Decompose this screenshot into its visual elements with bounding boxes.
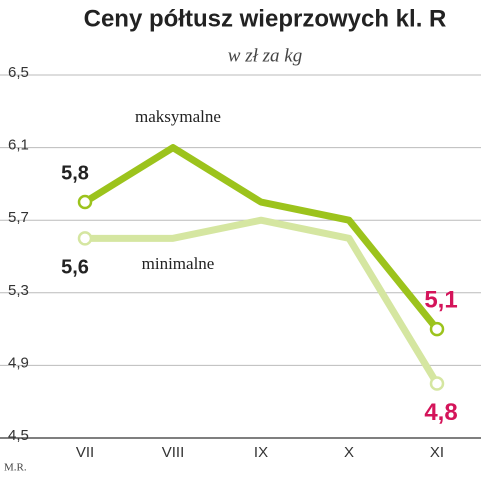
point-marker: [429, 321, 445, 337]
x-tick-label: IX: [254, 444, 268, 461]
y-tick-label: 5,7: [8, 209, 29, 226]
data-label: 5,8: [61, 162, 89, 184]
y-tick-label: 6,1: [8, 137, 29, 154]
series-label: minimalne: [142, 254, 215, 273]
point-marker: [77, 231, 93, 246]
chart-subtitle: w zł za kg: [228, 45, 302, 66]
y-tick-label: 6,5: [8, 64, 29, 81]
x-tick-label: VIII: [162, 444, 185, 461]
x-tick-label: XI: [430, 444, 444, 461]
series-line: [83, 144, 440, 332]
y-tick-label: 4,5: [8, 427, 29, 444]
data-label: 5,1: [424, 286, 457, 313]
series-label: maksymalne: [135, 107, 221, 126]
x-tick-label: VII: [76, 444, 94, 461]
credit: M.R.: [4, 462, 27, 474]
y-tick-label: 5,3: [8, 282, 29, 299]
y-tick-label: 4,9: [8, 354, 29, 371]
point-marker: [77, 194, 93, 210]
point-marker: [429, 376, 445, 391]
chart-title: Ceny półtusz wieprzowych kl. R: [84, 5, 447, 32]
x-tick-label: X: [344, 444, 354, 461]
data-label: 5,6: [61, 257, 89, 279]
data-label: 4,8: [424, 399, 457, 426]
series-line: [85, 216, 440, 386]
